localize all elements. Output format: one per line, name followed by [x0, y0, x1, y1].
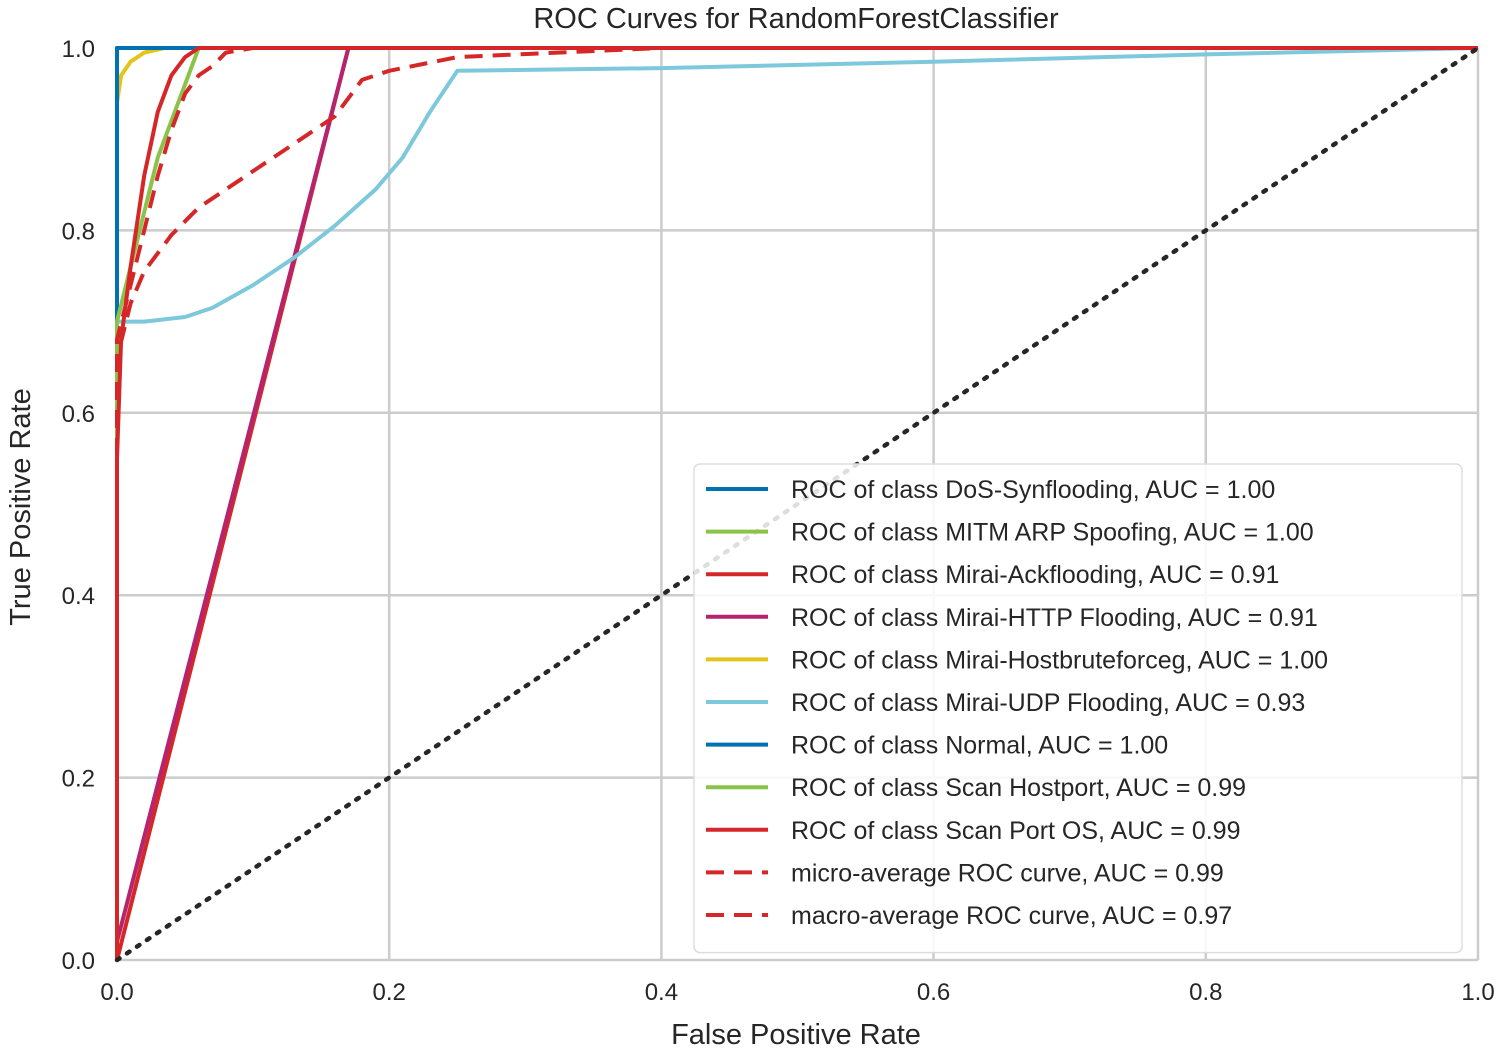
- legend-entry-label: ROC of class Mirai-HTTP Flooding, AUC = …: [791, 604, 1318, 632]
- x-tick-label: 0.0: [100, 979, 133, 1006]
- legend-entry-label: micro-average ROC curve, AUC = 0.99: [791, 859, 1224, 887]
- roc-series-line-5: [115, 46, 1479, 960]
- y-axis-label: True Positive Rate: [5, 388, 37, 625]
- roc-series-line-9: [115, 46, 1478, 960]
- y-tick-label: 0.8: [62, 218, 95, 245]
- y-tick-label: 1.0: [62, 36, 95, 63]
- y-tick-label: 0.0: [62, 948, 95, 975]
- legend-entry-label: ROC of class Mirai-UDP Flooding, AUC = 0…: [791, 689, 1305, 717]
- x-tick-label: 0.6: [917, 979, 950, 1006]
- legend-entry-label: ROC of class Mirai-Ackflooding, AUC = 0.…: [791, 561, 1279, 589]
- legend-entry-label: ROC of class Scan Hostport, AUC = 0.99: [791, 774, 1246, 802]
- x-tick-label: 1.0: [1461, 979, 1494, 1006]
- roc-series-line-8: [115, 46, 1478, 960]
- x-axis-label: False Positive Rate: [671, 1019, 921, 1049]
- y-tick-label: 0.2: [62, 766, 95, 793]
- legend-frame: [693, 463, 1463, 954]
- legend-entry-label: macro-average ROC curve, AUC = 0.97: [791, 902, 1232, 930]
- legend-entry-label: ROC of class Scan Port OS, AUC = 0.99: [791, 817, 1241, 845]
- ticks-layer: 0.0 0.2 0.4 0.6 0.8 1.0 0.0 0.2 0.4 0.6 0.8 1.0: [62, 36, 1495, 1006]
- legend: ROC of class DoS-Synflooding, AUC = 1.00…: [693, 463, 1463, 954]
- y-tick-label: 0.4: [62, 583, 95, 610]
- legend-entry-label: ROC of class Mirai-Hostbruteforceg, AUC …: [791, 646, 1328, 674]
- roc-series-line-10: [115, 46, 1478, 960]
- legend-entry-label: ROC of class DoS-Synflooding, AUC = 1.00: [791, 476, 1275, 504]
- x-tick-label: 0.8: [1189, 979, 1222, 1006]
- legend-entry-label: ROC of class Normal, AUC = 1.00: [791, 732, 1168, 760]
- chart-title: ROC Curves for RandomForestClassifier: [533, 3, 1059, 35]
- legend-entry-label: ROC of class MITM ARP Spoofing, AUC = 1.…: [791, 519, 1314, 547]
- y-tick-label: 0.6: [62, 401, 95, 428]
- x-tick-label: 0.2: [373, 979, 406, 1006]
- roc-series-line-7: [115, 46, 1478, 960]
- x-tick-label: 0.4: [645, 979, 678, 1006]
